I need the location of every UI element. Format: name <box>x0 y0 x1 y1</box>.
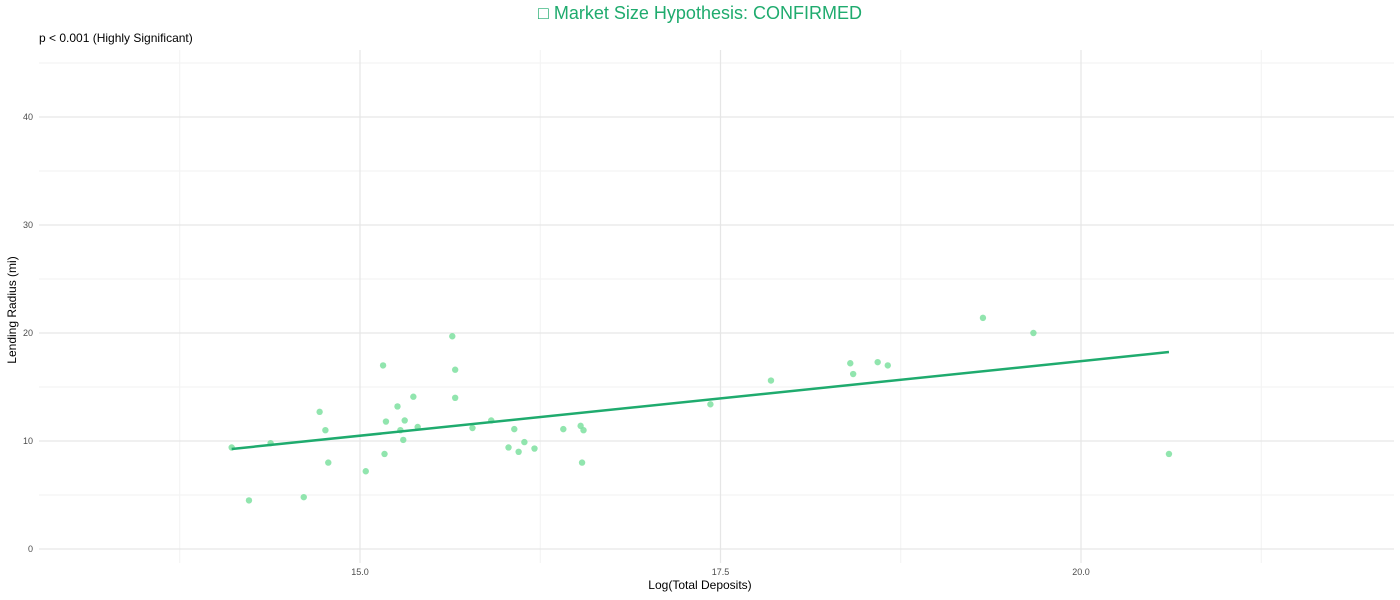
data-point <box>707 401 714 408</box>
regression-line <box>231 350 1170 451</box>
axis-ticks: 0 10 20 30 40 15.0 17.5 20.0 <box>23 112 1090 577</box>
chart-title: □ Market Size Hypothesis: CONFIRMED <box>538 3 862 23</box>
data-point <box>521 438 528 446</box>
data-point <box>245 497 253 504</box>
y-tick-label: 30 <box>23 220 33 230</box>
data-point <box>578 459 586 466</box>
y-tick-label: 10 <box>23 436 33 446</box>
data-point <box>511 425 518 433</box>
data-point <box>451 394 459 401</box>
data-point <box>300 493 307 501</box>
data-point <box>884 362 891 369</box>
data-point <box>505 444 512 451</box>
data-point <box>1030 329 1037 337</box>
data-point <box>767 377 775 384</box>
data-point <box>410 393 417 400</box>
data-point <box>1165 450 1173 458</box>
data-point <box>469 424 476 432</box>
data-point <box>449 333 456 340</box>
chart-subtitle: p < 0.001 (Highly Significant) <box>39 31 193 45</box>
data-point <box>849 370 857 378</box>
data-point <box>515 448 522 455</box>
data-point <box>394 403 401 410</box>
data-points <box>228 314 1173 504</box>
data-point <box>325 459 332 466</box>
data-point <box>381 450 388 458</box>
trend-line <box>231 350 1170 451</box>
data-point <box>847 360 854 367</box>
data-point <box>379 362 387 369</box>
y-tick-label: 20 <box>23 328 33 338</box>
data-point <box>400 436 407 444</box>
y-tick-label: 0 <box>28 544 33 554</box>
data-point <box>382 418 390 425</box>
data-point <box>979 314 987 322</box>
grid-lines <box>39 50 1394 563</box>
data-point <box>401 417 408 424</box>
data-point <box>531 445 538 452</box>
data-point <box>874 358 881 366</box>
data-point <box>362 468 369 475</box>
x-tick-label: 15.0 <box>351 567 369 577</box>
x-tick-label: 17.5 <box>712 567 730 577</box>
data-point <box>580 427 587 434</box>
data-point <box>451 366 459 373</box>
data-point <box>316 408 323 416</box>
x-axis-label: Log(Total Deposits) <box>648 578 752 592</box>
y-tick-label: 40 <box>23 112 33 122</box>
data-point <box>560 425 567 433</box>
x-tick-label: 20.0 <box>1072 567 1090 577</box>
data-point <box>322 427 329 434</box>
